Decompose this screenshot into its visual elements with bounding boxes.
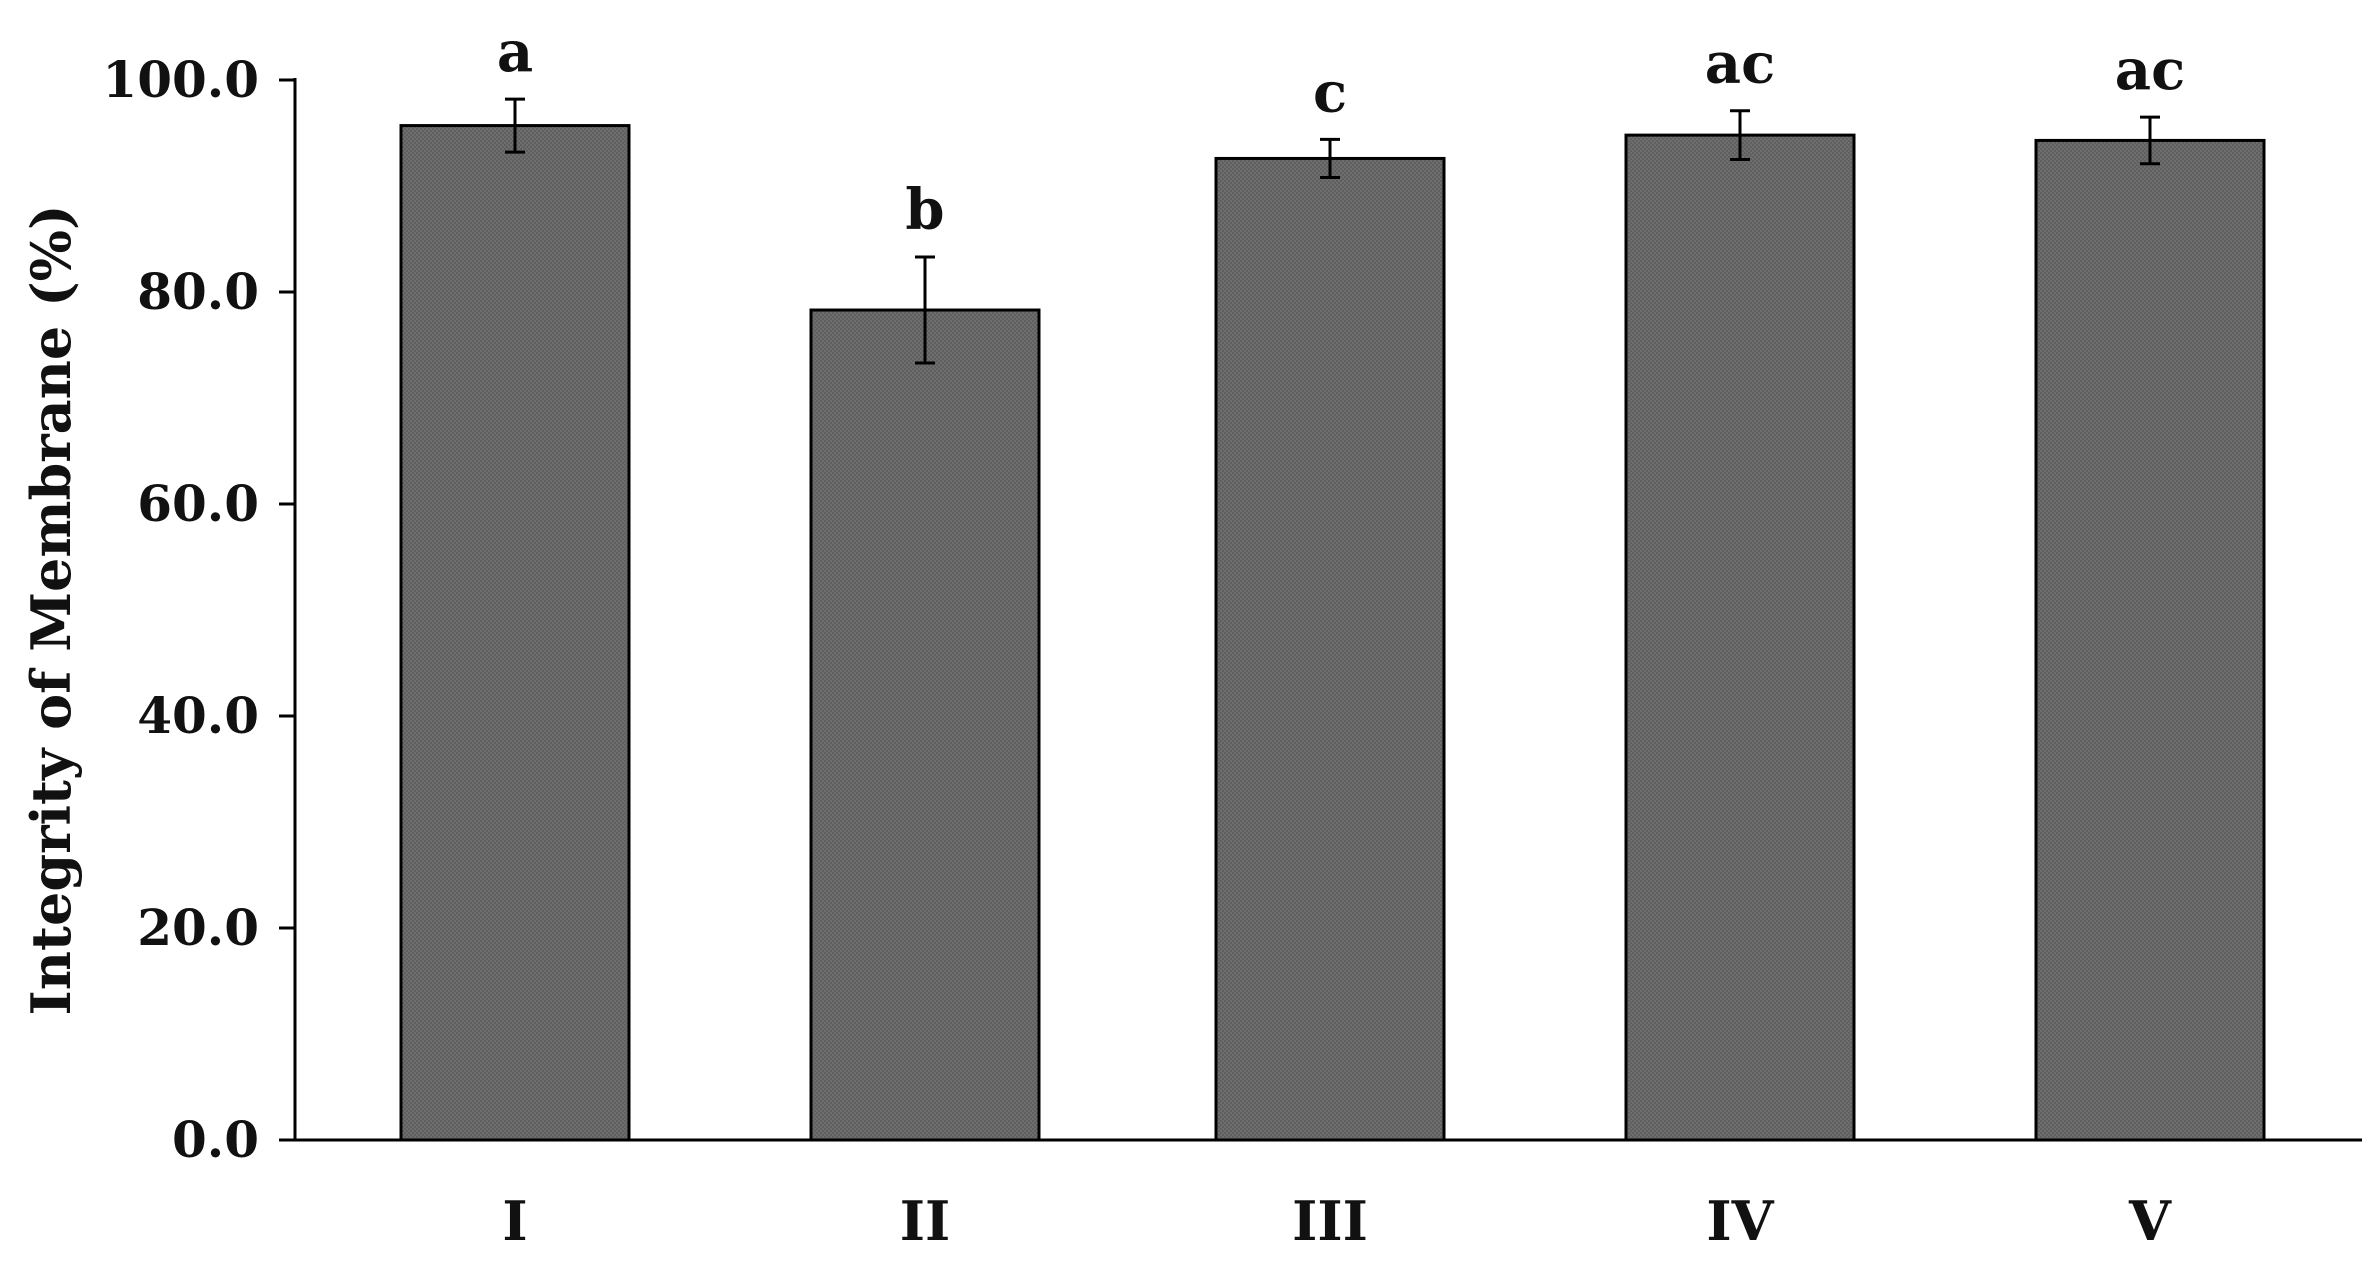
significance-letter-V: ac xyxy=(2115,37,2185,103)
error-bar-IV xyxy=(1730,109,1750,161)
axes xyxy=(293,78,2362,1142)
x-tick-label-V: V xyxy=(2128,1189,2172,1253)
bar-III xyxy=(1214,156,1446,1142)
x-tick-label-I: I xyxy=(502,1189,527,1253)
y-axis-label: Integrity of Membrane (%) xyxy=(19,204,83,1015)
y-tick-label: 80.0 xyxy=(137,262,259,321)
bar-V xyxy=(2034,138,2266,1142)
x-tick-label-II: II xyxy=(900,1189,951,1253)
x-tick-label-IV: IV xyxy=(1706,1189,1774,1253)
error-bar-I xyxy=(505,97,525,154)
bars xyxy=(399,124,2266,1142)
x-tick-label-III: III xyxy=(1292,1189,1368,1253)
significance-letter-I: a xyxy=(497,19,533,85)
y-tick-label: 0.0 xyxy=(172,1110,259,1169)
significance-letter-IV: ac xyxy=(1705,31,1775,97)
significance-letter-II: b xyxy=(905,177,944,243)
error-bar-V xyxy=(2140,115,2160,166)
x-ticks: I II III IV V xyxy=(502,1189,2172,1253)
significance-letters: a b c ac ac xyxy=(497,19,2185,243)
y-tick-label: 20.0 xyxy=(137,898,259,957)
error-bars xyxy=(505,97,2160,365)
y-tick-label: 40.0 xyxy=(137,686,259,745)
bar-IV xyxy=(1624,133,1856,1142)
error-bar-II xyxy=(915,255,935,365)
error-bar-III xyxy=(1320,137,1340,180)
bar-I xyxy=(399,124,631,1142)
significance-letter-III: c xyxy=(1313,59,1347,125)
y-tick-label: 60.0 xyxy=(137,474,259,533)
y-ticks: 0.0 20.0 40.0 60.0 80.0 100.0 xyxy=(102,50,295,1169)
bar-II xyxy=(809,308,1041,1142)
y-axis-label-group: Integrity of Membrane (%) xyxy=(19,204,83,1015)
y-tick-label: 100.0 xyxy=(102,50,259,109)
